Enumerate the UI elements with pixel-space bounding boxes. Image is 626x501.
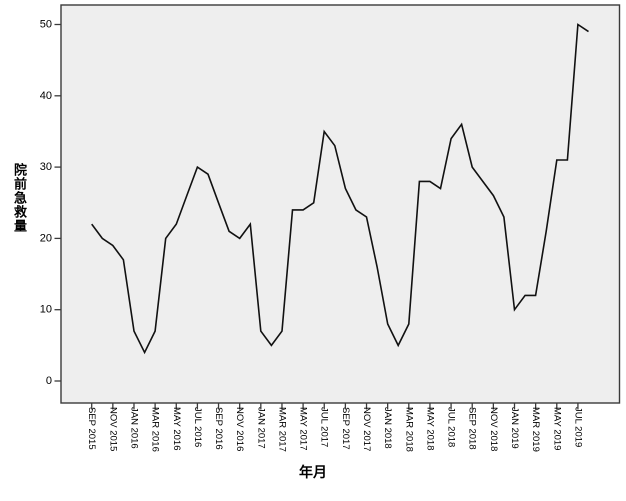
x-tick-label: MAR 2017 <box>276 407 287 452</box>
x-tick-label: MAR 2018 <box>403 407 414 452</box>
y-tick-label: 10 <box>40 304 52 316</box>
plot-area <box>60 4 621 404</box>
y-tick-label: 40 <box>40 90 52 102</box>
x-axis-title: 年月 <box>299 465 327 481</box>
series-line <box>91 23 589 355</box>
x-tick-label: JAN 2017 <box>255 407 266 449</box>
x-tick-label: MAR 2019 <box>530 407 541 452</box>
x-tick-label: JAN 2019 <box>509 407 520 449</box>
x-tick-label: MAR 2016 <box>150 407 161 452</box>
x-tick-label: MAY 2019 <box>551 407 562 450</box>
y-tick-label: 0 <box>46 375 52 387</box>
x-tick-label: SEP 2018 <box>467 407 478 450</box>
x-tick-label: JAN 2018 <box>382 407 393 449</box>
x-tick-label: NOV 2017 <box>361 407 372 451</box>
x-tick-label: JUL 2016 <box>192 407 203 447</box>
x-tick-label: SEP 2016 <box>213 407 224 450</box>
x-tick-label: JUL 2019 <box>572 407 583 447</box>
x-tick-label: NOV 2016 <box>234 407 245 451</box>
x-tick-label: MAY 2018 <box>424 407 435 450</box>
y-axis-title: 院前急救量 <box>11 163 26 233</box>
x-tick-label: JUL 2018 <box>446 407 457 447</box>
x-tick-label: SEP 2015 <box>86 407 97 450</box>
x-tick-label: NOV 2015 <box>107 407 118 451</box>
x-tick-label: JUL 2017 <box>319 407 330 447</box>
y-tick-label: 20 <box>40 232 52 244</box>
x-tick-label: SEP 2017 <box>340 407 351 450</box>
y-tick-label: 50 <box>40 19 52 31</box>
x-tick-label: MAY 2017 <box>298 407 309 450</box>
x-tick-label: JAN 2016 <box>128 407 139 449</box>
y-tick-label: 30 <box>40 161 52 173</box>
x-tick-label: NOV 2018 <box>488 407 499 451</box>
x-tick-label: MAY 2016 <box>171 407 182 450</box>
